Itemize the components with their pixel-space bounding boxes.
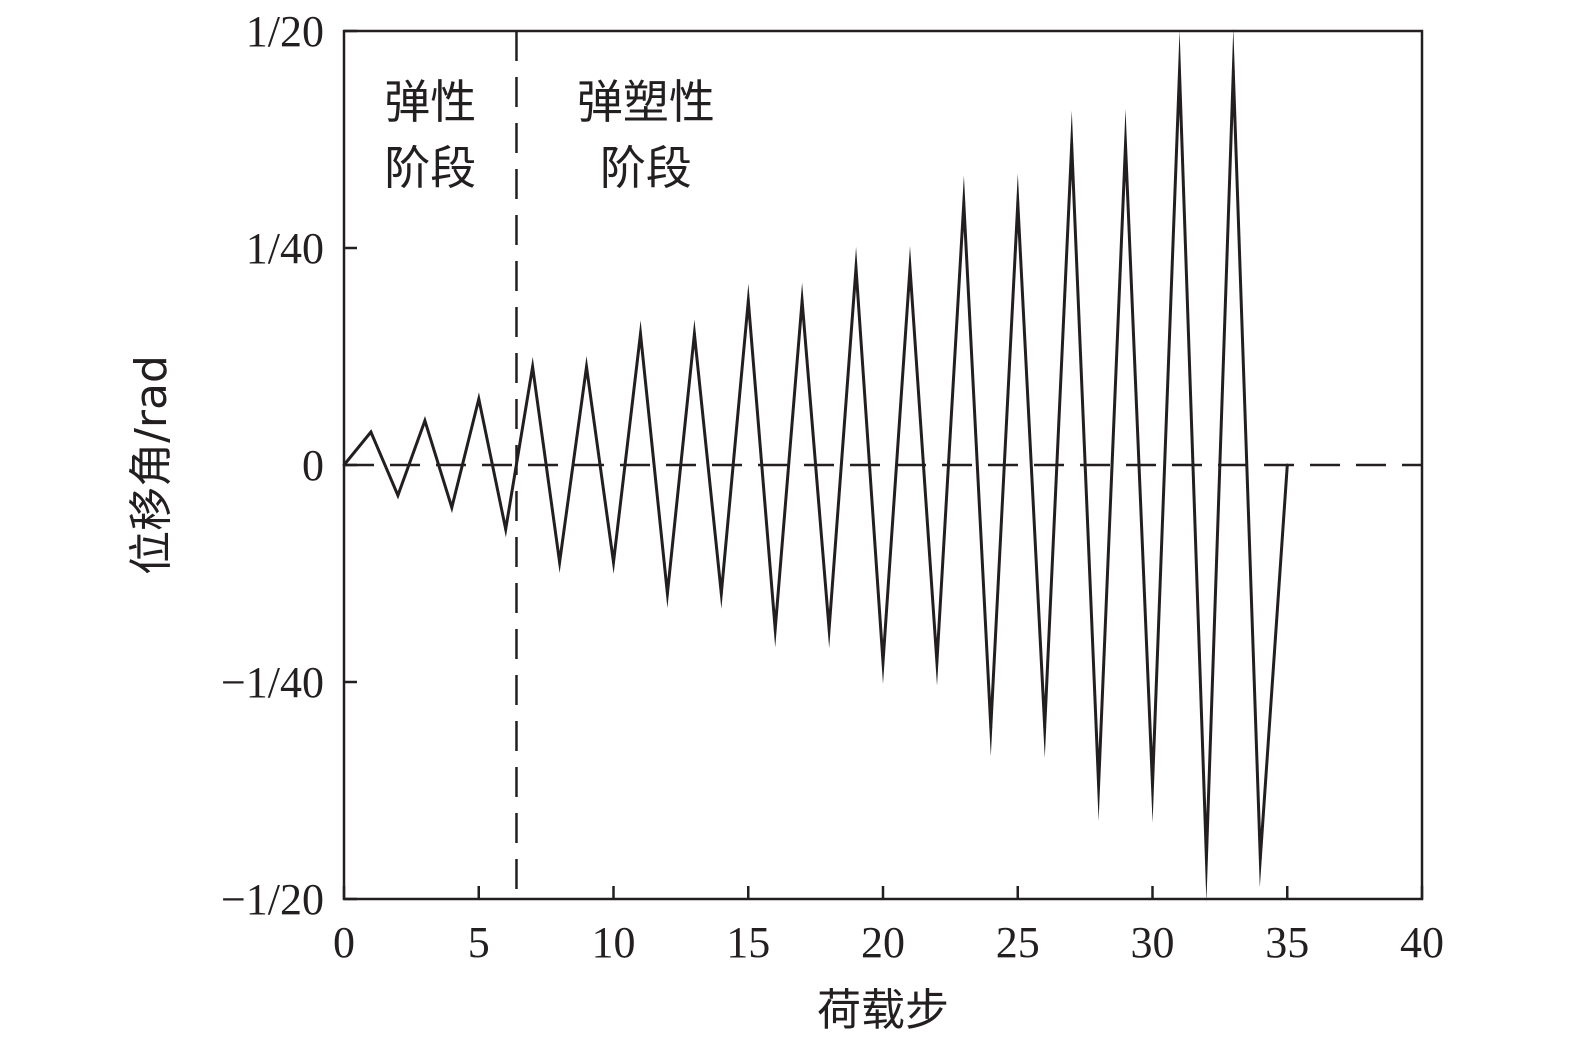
phase-annotation: 弹性阶段 — [384, 75, 476, 195]
data-point — [962, 201, 966, 205]
data-point — [396, 493, 400, 497]
data-point — [1043, 725, 1047, 729]
data-point — [935, 660, 939, 664]
x-tick-label: 20 — [861, 918, 905, 967]
data-point — [639, 332, 642, 336]
y-tick-label: 1/20 — [246, 7, 324, 56]
data-point — [423, 419, 427, 423]
y-tick-label: 1/40 — [246, 224, 324, 273]
phase-annotation-line: 阶段 — [600, 141, 692, 195]
data-point — [369, 430, 373, 434]
phase-annotation-line: 弹性 — [384, 75, 476, 129]
data-point — [1151, 783, 1154, 787]
phase-annotation-line: 弹塑性 — [577, 75, 715, 129]
series-line — [342, 28, 1289, 903]
data-point — [908, 266, 912, 270]
data-point — [1231, 70, 1235, 74]
x-tick-label: 10 — [592, 918, 636, 967]
data-point — [1205, 856, 1208, 860]
data-point — [612, 560, 615, 564]
data-point — [800, 299, 804, 303]
data-point — [1016, 201, 1020, 205]
x-tick-label: 0 — [333, 918, 355, 967]
data-point — [1178, 70, 1181, 74]
data-point — [692, 332, 696, 336]
data-point — [1124, 143, 1127, 147]
data-point — [1285, 463, 1289, 467]
data-point — [504, 527, 508, 531]
x-tick-label: 15 — [726, 918, 770, 967]
x-tick-label: 40 — [1400, 918, 1444, 967]
y-tick-label: 0 — [302, 441, 324, 490]
y-axis-title: 位移角/rad — [126, 355, 177, 575]
data-point — [585, 365, 588, 369]
phase-annotation: 弹塑性阶段 — [577, 75, 715, 195]
data-point — [773, 627, 777, 631]
data-point — [719, 592, 723, 595]
data-point — [989, 725, 993, 729]
data-point — [450, 506, 454, 509]
x-tick-label: 35 — [1265, 918, 1309, 967]
data-point — [558, 560, 561, 564]
data-point — [477, 397, 481, 401]
x-tick-label: 30 — [1131, 918, 1175, 967]
data-point — [1258, 856, 1262, 860]
x-tick-label: 5 — [468, 918, 490, 967]
data-point — [881, 660, 885, 664]
reference-lines — [344, 31, 1422, 899]
data-point — [1070, 143, 1074, 147]
y-tick-label: −1/20 — [221, 875, 324, 924]
axis-ticks: 0 5 10 15 20 25 30 35 40 1/20 1/40 0 −1/40 −1/20 — [221, 7, 1444, 967]
phase-annotation-line: 阶段 — [384, 141, 476, 195]
data-point — [746, 299, 750, 303]
data-point — [531, 365, 535, 369]
data-point — [1097, 783, 1100, 787]
series-layer — [342, 28, 1289, 903]
data-point — [827, 627, 831, 631]
y-tick-label: −1/40 — [221, 658, 324, 707]
data-point — [666, 592, 669, 595]
data-point — [854, 266, 858, 270]
x-tick-label: 25 — [996, 918, 1040, 967]
x-axis-title: 荷载步 — [817, 985, 949, 1036]
